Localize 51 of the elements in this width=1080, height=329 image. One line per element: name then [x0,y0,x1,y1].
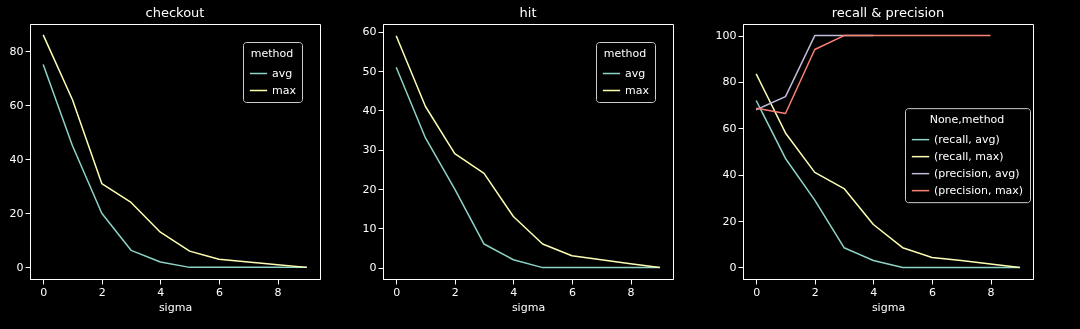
legend-title: method [250,47,294,60]
y-tick-label: 0 [729,260,737,274]
x-axis-title: sigma [158,300,193,314]
legend-label: (recall, avg) [934,132,1000,146]
chart-title: checkout [145,5,205,20]
y-tick-label: 100 [715,29,737,43]
y-tick-label: 0 [369,261,377,275]
legend-title: None,method [929,113,1005,127]
y-tick-label: 20 [9,206,24,220]
chart-title: recall & precision [831,5,945,20]
y-tick-label: 30 [362,143,377,157]
x-tick-label: 4 [510,285,518,299]
y-tick-label: 20 [362,182,377,196]
y-tick-label: 10 [362,221,377,235]
x-tick-label: 2 [451,285,459,299]
legend-label: (recall, max) [934,149,1004,163]
x-axis-title: sigma [511,300,546,314]
y-tick-label: 80 [9,44,24,58]
y-tick-label: 80 [722,75,737,89]
x-tick-label: 0 [393,285,401,299]
x-tick-label: 0 [753,285,761,299]
y-tick-label: 60 [362,25,377,39]
line-series [755,34,992,115]
legend-title: method [603,47,647,60]
legend-label: avg [272,66,293,80]
chart-title: hit [519,5,537,20]
x-axis-title: sigma [871,300,906,314]
y-tick-label: 20 [722,214,737,228]
legend-label: max [625,83,650,97]
x-tick-label: 2 [98,285,106,299]
y-tick-label: 40 [722,168,737,182]
y-tick-label: 40 [362,103,377,117]
x-tick-label: 8 [987,285,995,299]
x-tick-label: 0 [40,285,48,299]
y-tick-label: 40 [9,152,24,166]
legend-label: (precision, max) [934,183,1024,197]
legend-label: avg [625,66,646,80]
y-tick-label: 50 [362,64,377,78]
x-tick-label: 6 [928,285,936,299]
x-tick-label: 4 [870,285,878,299]
x-tick-label: 6 [568,285,576,299]
y-tick-label: 0 [16,260,24,274]
x-tick-label: 2 [811,285,819,299]
x-tick-label: 8 [274,285,282,299]
y-tick-label: 60 [9,98,24,112]
x-tick-label: 6 [215,285,223,299]
legend-label: (precision, avg) [934,166,1020,180]
y-tick-label: 60 [722,121,737,135]
x-tick-label: 4 [157,285,165,299]
legend-label: max [272,83,297,97]
x-tick-label: 8 [627,285,635,299]
